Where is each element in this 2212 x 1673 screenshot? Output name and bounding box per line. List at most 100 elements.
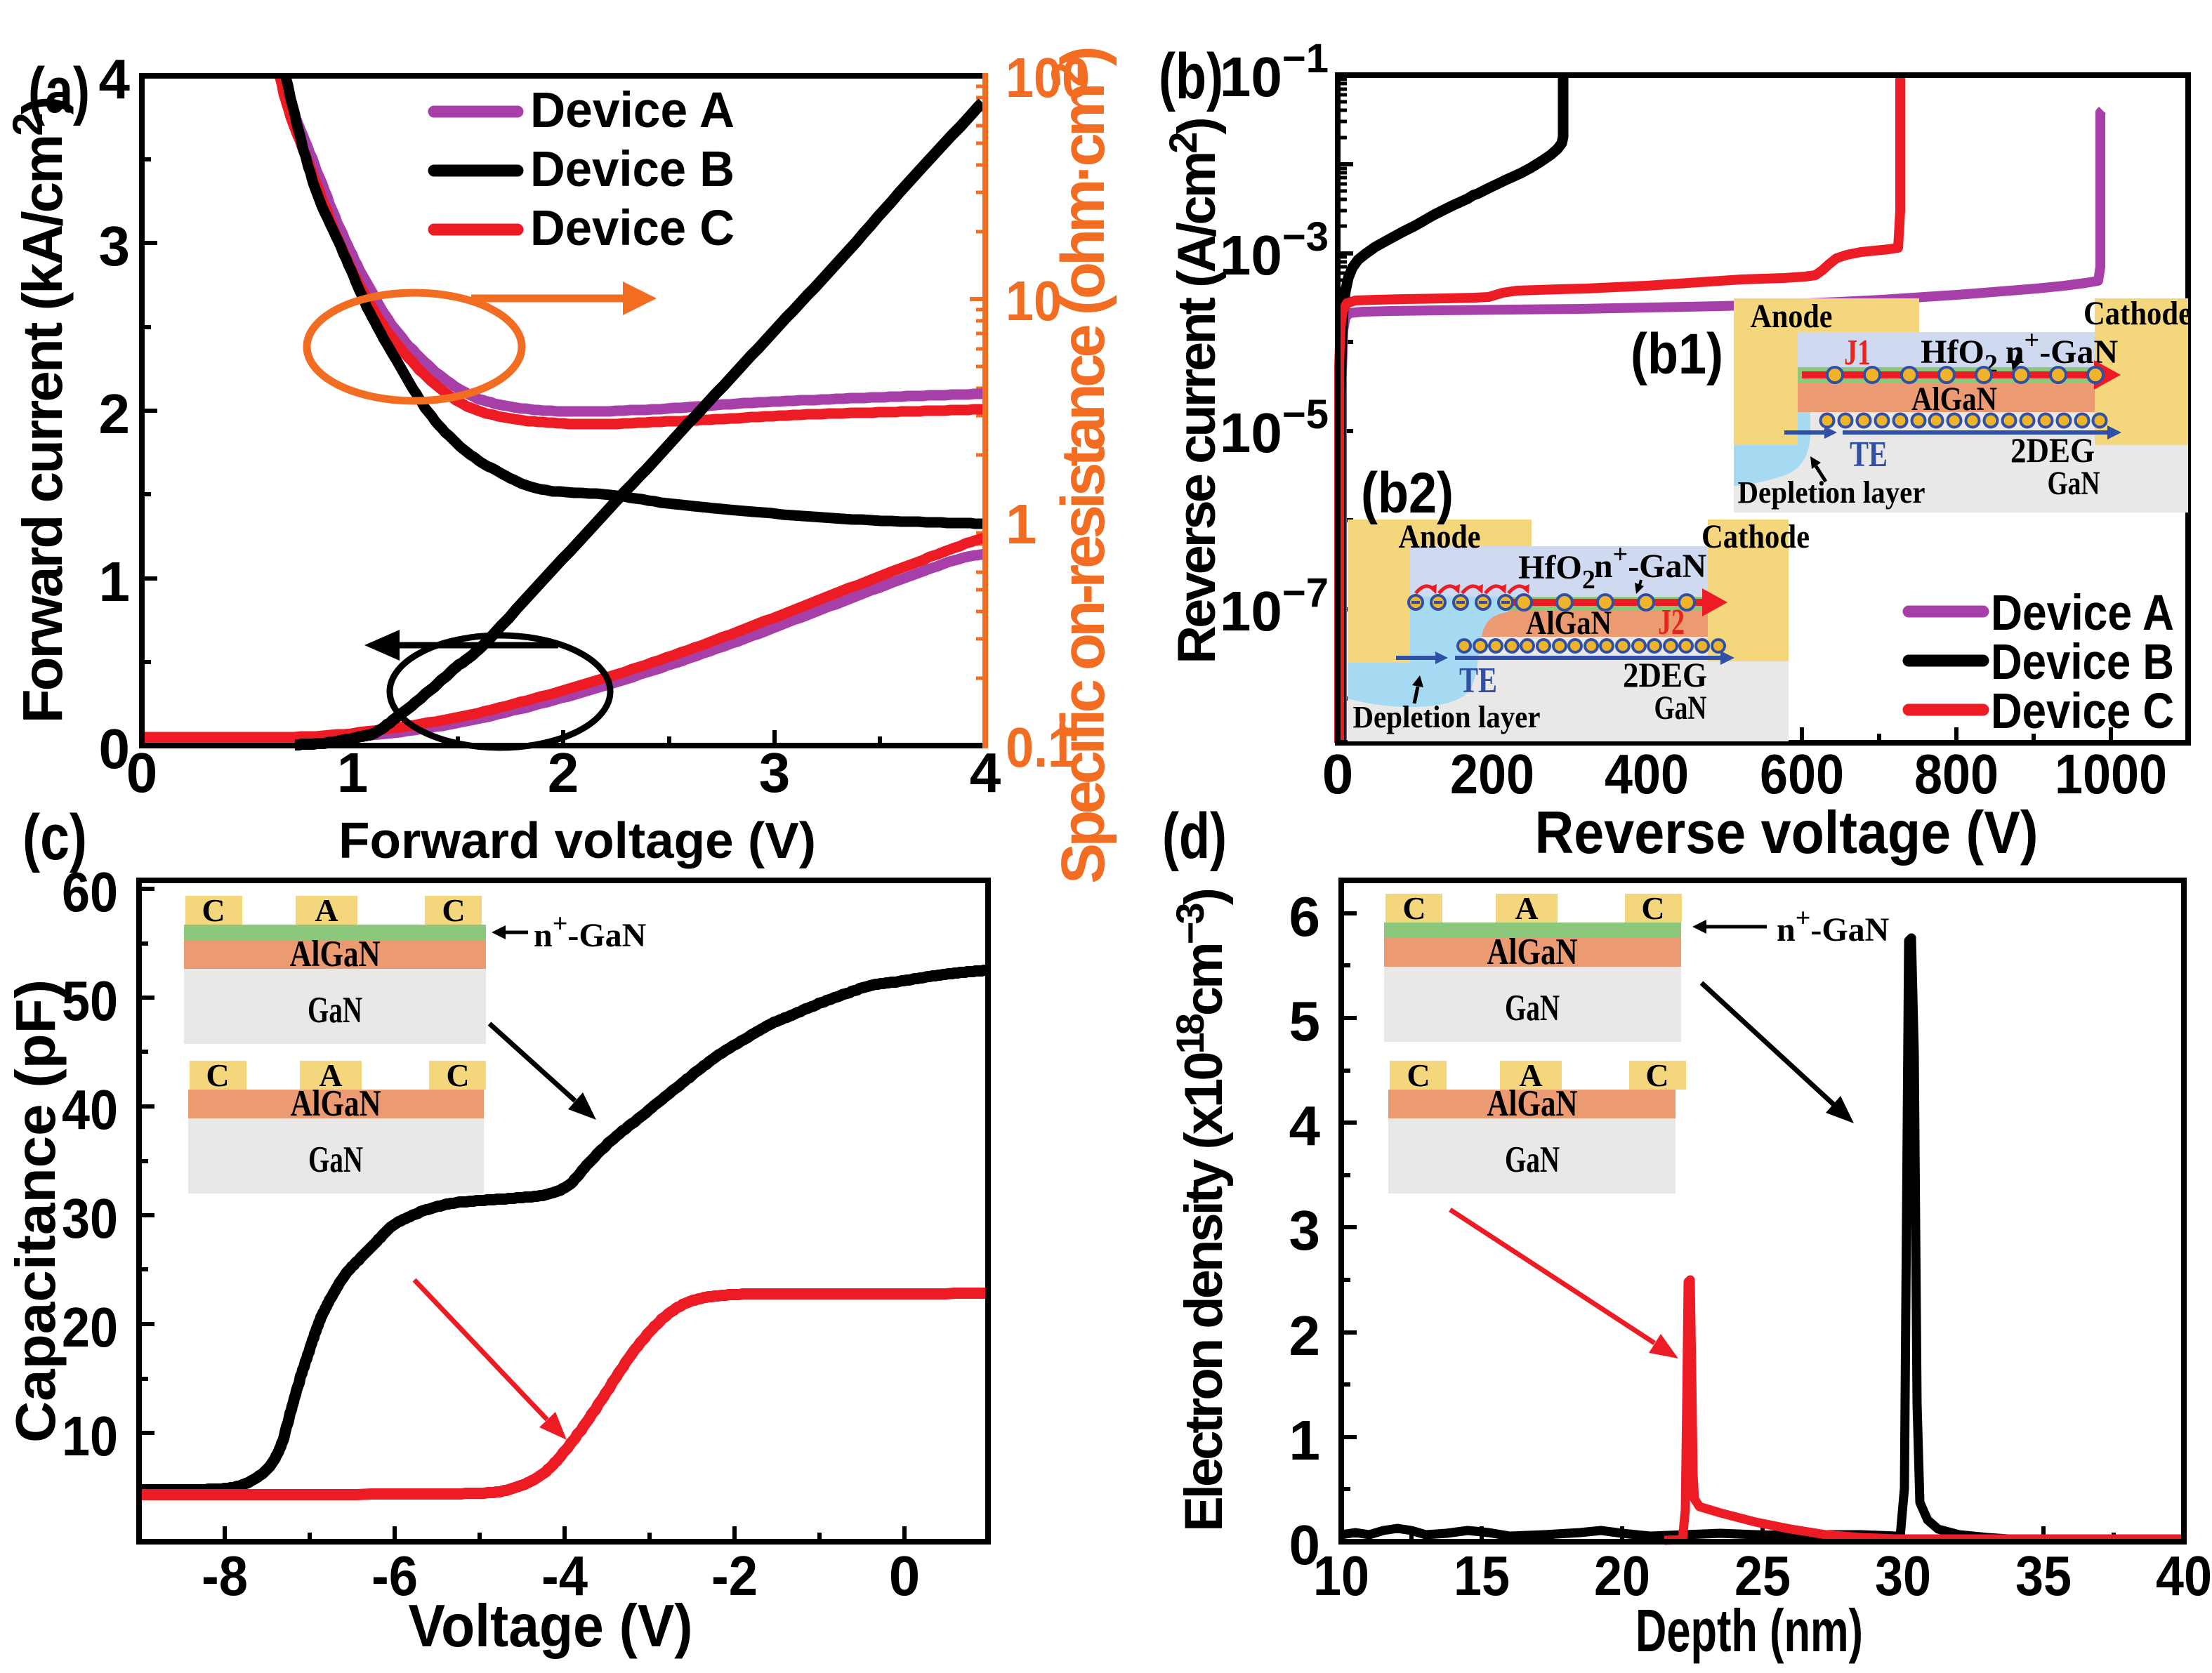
svg-text:15: 15 [1454, 1545, 1510, 1607]
svg-text:A: A [319, 1057, 342, 1093]
svg-text:Voltage (V): Voltage (V) [409, 1593, 693, 1660]
svg-text:Depth (nm): Depth (nm) [1635, 1598, 1863, 1665]
svg-text:4: 4 [99, 48, 131, 110]
svg-text:400: 400 [1605, 743, 1689, 805]
svg-text:AlGaN: AlGaN [1911, 381, 1997, 418]
svg-text:C: C [202, 892, 225, 928]
svg-text:GaN: GaN [2048, 465, 2100, 502]
svg-text:10: 10 [62, 1405, 118, 1467]
svg-text:10: 10 [1006, 270, 1062, 332]
svg-text:Reverse voltage (V): Reverse voltage (V) [1535, 800, 2039, 866]
svg-text:1000: 1000 [2055, 743, 2167, 805]
svg-text:Cathode: Cathode [1701, 518, 1810, 555]
svg-text:Cathode: Cathode [2083, 295, 2192, 332]
svg-text:-4: -4 [541, 1545, 588, 1607]
svg-text:1: 1 [99, 550, 131, 613]
svg-text:25: 25 [1734, 1545, 1791, 1607]
svg-text:C: C [442, 892, 465, 928]
svg-text:60: 60 [62, 861, 118, 923]
svg-text:(b1): (b1) [1631, 322, 1723, 386]
svg-text:5: 5 [1289, 990, 1321, 1052]
svg-text:AlGaN: AlGaN [1487, 932, 1578, 972]
svg-text:AlGaN: AlGaN [1526, 604, 1612, 642]
svg-text:2DEG: 2DEG [2010, 430, 2095, 470]
svg-text:30: 30 [1875, 1545, 1931, 1607]
svg-text:Anode: Anode [1751, 298, 1833, 335]
svg-text:GaN: GaN [308, 990, 362, 1031]
svg-text:A: A [1515, 890, 1538, 926]
svg-text:Forward current (kA/cm2): Forward current (kA/cm2) [4, 98, 74, 723]
svg-text:n+-GaN: n+-GaN [534, 909, 647, 954]
svg-text:TE: TE [1459, 661, 1497, 701]
svg-text:Anode: Anode [1399, 518, 1481, 555]
svg-text:Device A: Device A [1991, 586, 2174, 641]
svg-text:AlGaN: AlGaN [290, 934, 381, 974]
svg-text:Forward voltage (V): Forward voltage (V) [338, 813, 816, 869]
svg-text:GaN: GaN [308, 1139, 363, 1180]
svg-text:Device C: Device C [1991, 684, 2174, 739]
svg-text:0: 0 [126, 741, 158, 804]
svg-text:AlGaN: AlGaN [1487, 1083, 1578, 1124]
svg-text:AlGaN: AlGaN [291, 1083, 381, 1124]
svg-text:(c): (c) [22, 802, 87, 873]
svg-text:C: C [1645, 1057, 1668, 1093]
svg-text:-2: -2 [711, 1545, 758, 1607]
svg-text:Electron density (x1018cm−3): Electron density (x1018cm−3) [1168, 890, 1234, 1532]
svg-text:(d): (d) [1162, 800, 1227, 872]
svg-text:3: 3 [1289, 1199, 1321, 1262]
svg-text:2: 2 [99, 383, 131, 445]
svg-text:(b): (b) [1159, 41, 1223, 112]
svg-text:800: 800 [1914, 743, 1999, 805]
svg-text:20: 20 [62, 1296, 118, 1358]
svg-text:C: C [206, 1057, 229, 1093]
svg-text:Depletion layer: Depletion layer [1738, 475, 1925, 510]
svg-text:0: 0 [1289, 1514, 1321, 1576]
svg-text:0: 0 [1322, 743, 1354, 805]
svg-text:0.1: 0.1 [1006, 716, 1076, 779]
svg-text:0: 0 [99, 718, 131, 780]
svg-text:2DEG: 2DEG [1623, 655, 1707, 694]
svg-text:Device B: Device B [1991, 635, 2174, 690]
svg-text:C: C [446, 1057, 469, 1093]
svg-text:3: 3 [759, 741, 791, 804]
svg-text:2: 2 [548, 741, 579, 804]
svg-text:GaN: GaN [1505, 988, 1560, 1029]
svg-text:6: 6 [1289, 885, 1321, 948]
svg-text:J2: J2 [1658, 602, 1685, 642]
svg-text:Device A: Device A [530, 83, 735, 138]
svg-text:1: 1 [1289, 1409, 1321, 1472]
svg-text:35: 35 [2015, 1545, 2072, 1607]
svg-text:3: 3 [99, 215, 131, 277]
svg-text:n+-GaN: n+-GaN [1777, 904, 1890, 948]
svg-text:Device C: Device C [530, 201, 735, 256]
svg-text:C: C [1641, 890, 1664, 926]
svg-text:Device B: Device B [530, 142, 735, 197]
svg-text:A: A [1519, 1057, 1542, 1093]
svg-text:1: 1 [337, 741, 369, 804]
svg-text:40: 40 [62, 1078, 118, 1141]
svg-text:200: 200 [1450, 743, 1534, 805]
svg-text:Specific on-resistance (ohm·cm: Specific on-resistance (ohm·cm2) [1042, 48, 1117, 884]
svg-text:1: 1 [1006, 493, 1037, 555]
svg-text:GaN: GaN [1654, 689, 1707, 727]
svg-text:J1: J1 [1844, 333, 1871, 373]
svg-text:TE: TE [1850, 435, 1888, 475]
svg-text:-8: -8 [202, 1545, 248, 1607]
svg-text:C: C [1402, 890, 1426, 926]
svg-text:100: 100 [1006, 46, 1090, 109]
svg-text:Reverse current (A/cm2): Reverse current (A/cm2) [1161, 119, 1227, 664]
svg-text:Depletion layer: Depletion layer [1353, 700, 1541, 734]
svg-text:(b2): (b2) [1361, 461, 1454, 525]
svg-text:10: 10 [1313, 1545, 1369, 1607]
svg-text:4: 4 [1289, 1095, 1321, 1157]
svg-text:-6: -6 [371, 1545, 418, 1607]
svg-text:600: 600 [1760, 743, 1844, 805]
svg-text:2: 2 [1289, 1304, 1321, 1367]
svg-text:(a): (a) [28, 55, 90, 126]
svg-text:40: 40 [2156, 1545, 2212, 1607]
svg-text:4: 4 [970, 741, 1001, 804]
svg-text:50: 50 [62, 970, 118, 1032]
svg-text:A: A [315, 892, 338, 928]
svg-text:20: 20 [1594, 1545, 1650, 1607]
svg-text:C: C [1407, 1057, 1430, 1093]
